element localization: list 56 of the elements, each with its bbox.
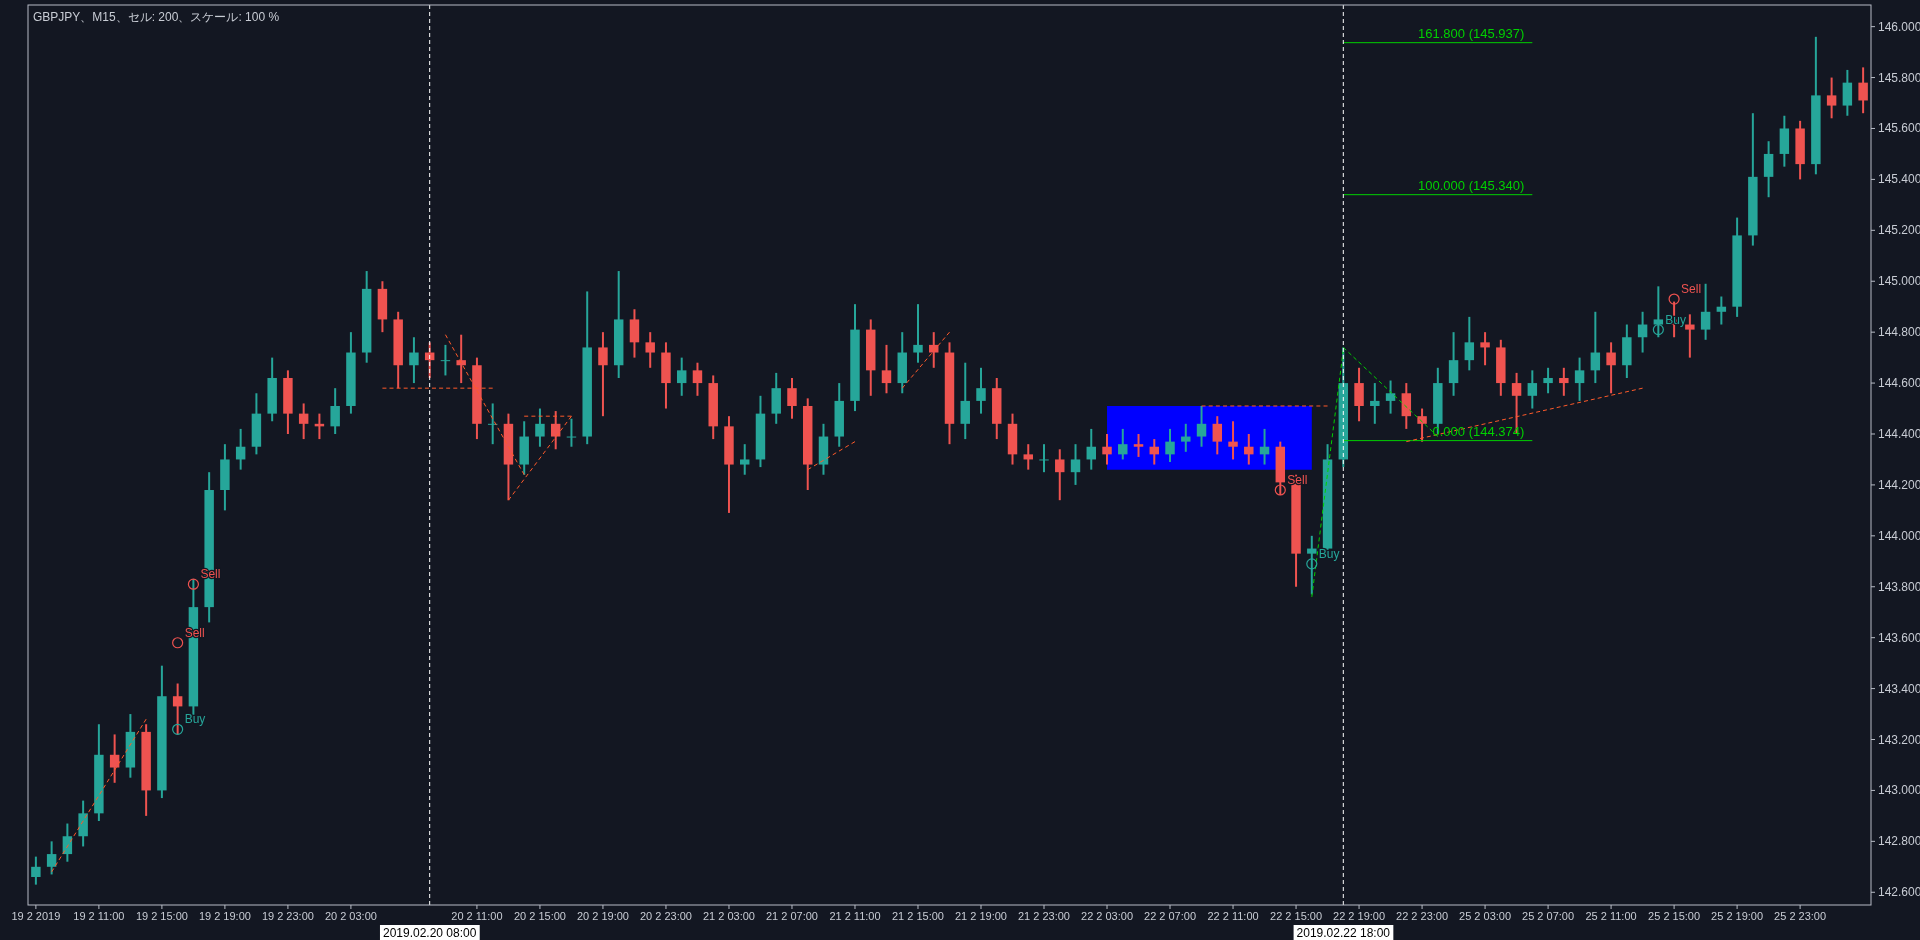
x-tick-label: 20 2 15:00 (513, 910, 566, 922)
x-tick-label: 25 2 07:00 (1522, 910, 1575, 922)
x-tick-label: 21 2 23:00 (1018, 910, 1071, 922)
y-tick-label: 145.400 (1878, 172, 1920, 187)
y-tick-label: 144.800 (1878, 325, 1920, 340)
y-tick-label: 146.000 (1878, 19, 1920, 34)
x-tick-label: 19 2 23:00 (261, 910, 314, 922)
y-tick-label: 144.600 (1878, 376, 1920, 391)
x-tick-label: 19 2 2019 (11, 910, 61, 922)
x-tick-label: 22 2 03:00 (1081, 910, 1134, 922)
x-tick-label: 22 2 15:00 (1270, 910, 1323, 922)
ref-label: 2019.02.20 08:00 (379, 925, 480, 940)
y-tick-label: 142.600 (1878, 885, 1920, 900)
x-tick-label: 22 2 11:00 (1207, 910, 1259, 922)
x-tick-label: 19 2 15:00 (135, 910, 188, 922)
y-tick-label: 145.000 (1878, 274, 1920, 289)
x-tick-label: 25 2 15:00 (1648, 910, 1701, 922)
y-tick-label: 143.800 (1878, 579, 1920, 594)
y-tick-label: 142.800 (1878, 834, 1920, 849)
x-tick-label: 20 2 11:00 (451, 910, 503, 922)
series-label: Buy (1318, 546, 1340, 561)
y-tick-label: 145.600 (1878, 121, 1920, 136)
series: 100.000 (145.340) (1418, 177, 1525, 193)
y-tick-label: 144.000 (1878, 528, 1920, 543)
chart-title: GBPJPY、M15、セル: 200、スケール: 100 % (33, 10, 280, 24)
y-tick-label: 145.800 (1878, 70, 1920, 85)
x-tick-label: 19 2 19:00 (198, 910, 251, 922)
x-tick-label: 21 2 11:00 (829, 910, 881, 922)
x-tick-label: 21 2 19:00 (955, 910, 1007, 922)
x-tick-label: 20 2 23:00 (639, 910, 692, 922)
text: Sell (200, 567, 221, 582)
y-tick-label: 145.200 (1878, 223, 1920, 238)
text: Sell (1681, 282, 1702, 297)
x-tick-label: 20 2 03:00 (324, 910, 377, 922)
x-tick-label: 19 2 11:00 (73, 910, 125, 922)
text: Buy (184, 712, 206, 727)
y-tick-label: 143.400 (1878, 681, 1920, 696)
ref-label: 2019.02.22 18:00 (1293, 925, 1394, 940)
x-tick-label: 25 2 11:00 (1585, 910, 1637, 922)
x-tick-label: 20 2 19:00 (576, 910, 629, 922)
x-tick-label: 25 2 19:00 (1711, 910, 1764, 922)
x-tick-label: 21 2 07:00 (765, 910, 818, 922)
x-tick-label: 22 2 23:00 (1396, 910, 1449, 922)
text: Sell (184, 625, 205, 640)
y-tick-label: 143.200 (1878, 732, 1920, 747)
x-tick-label: 25 2 03:00 (1459, 910, 1512, 922)
series: 161.800 (145.937) (1418, 25, 1525, 41)
y-tick-label: 144.400 (1878, 427, 1920, 441)
x-tick-label: 22 2 19:00 (1333, 910, 1386, 922)
y-tick-label: 143.000 (1878, 783, 1920, 798)
x-tick-label: 22 2 07:00 (1144, 910, 1197, 922)
x-tick-label: 21 2 03:00 (702, 910, 755, 922)
x-tick-label: 21 2 15:00 (892, 910, 944, 922)
x-tick-label: 25 2 23:00 (1774, 910, 1827, 922)
y-tick-label: 143.600 (1878, 630, 1920, 645)
y-tick-label: 144.200 (1878, 477, 1920, 492)
